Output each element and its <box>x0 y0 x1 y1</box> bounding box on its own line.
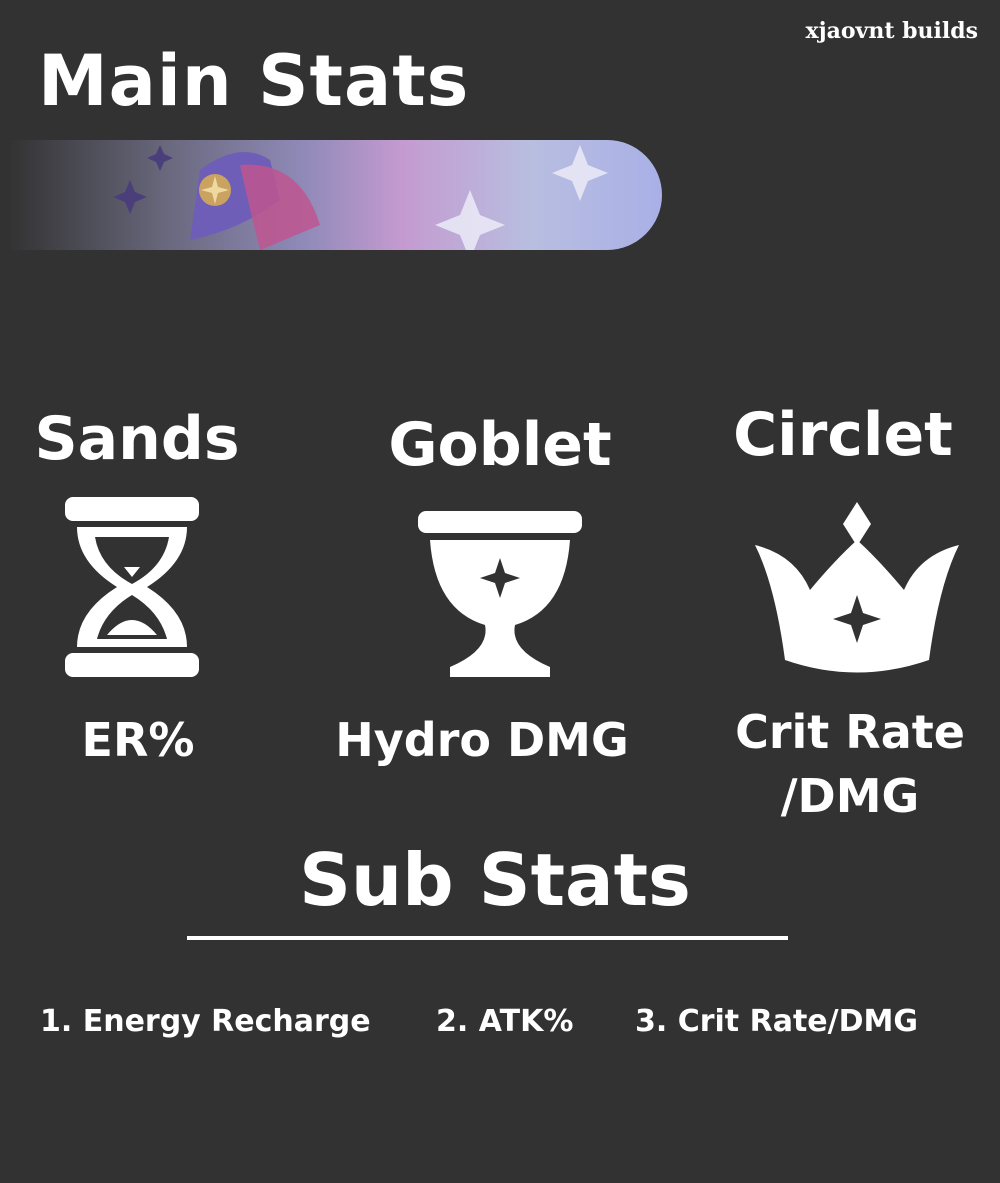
watermark: xjaovnt builds <box>805 18 978 44</box>
banner-image <box>10 140 662 250</box>
hourglass-icon <box>65 497 199 677</box>
circlet-heading: Circlet <box>733 400 953 470</box>
goblet-icon <box>418 511 582 677</box>
sands-column: Sands <box>0 404 287 474</box>
sub-stat-3: 3. Crit Rate/DMG <box>635 1004 918 1039</box>
divider <box>187 936 788 940</box>
goblet-main-stat: Hydro DMG <box>335 713 629 767</box>
goblet-heading: Goblet <box>388 410 612 480</box>
crown-icon <box>755 502 959 673</box>
sub-stat-1: 1. Energy Recharge <box>40 1004 371 1039</box>
page-title: Main Stats <box>38 40 470 122</box>
sands-main-stat: ER% <box>81 713 195 767</box>
circlet-main-stat-line2: /DMG <box>780 769 920 823</box>
sub-stat-2: 2. ATK% <box>436 1004 574 1039</box>
sands-heading: Sands <box>34 404 240 474</box>
circlet-main-stat-line1: Crit Rate <box>735 705 965 759</box>
sub-stats-heading: Sub Stats <box>299 838 691 922</box>
